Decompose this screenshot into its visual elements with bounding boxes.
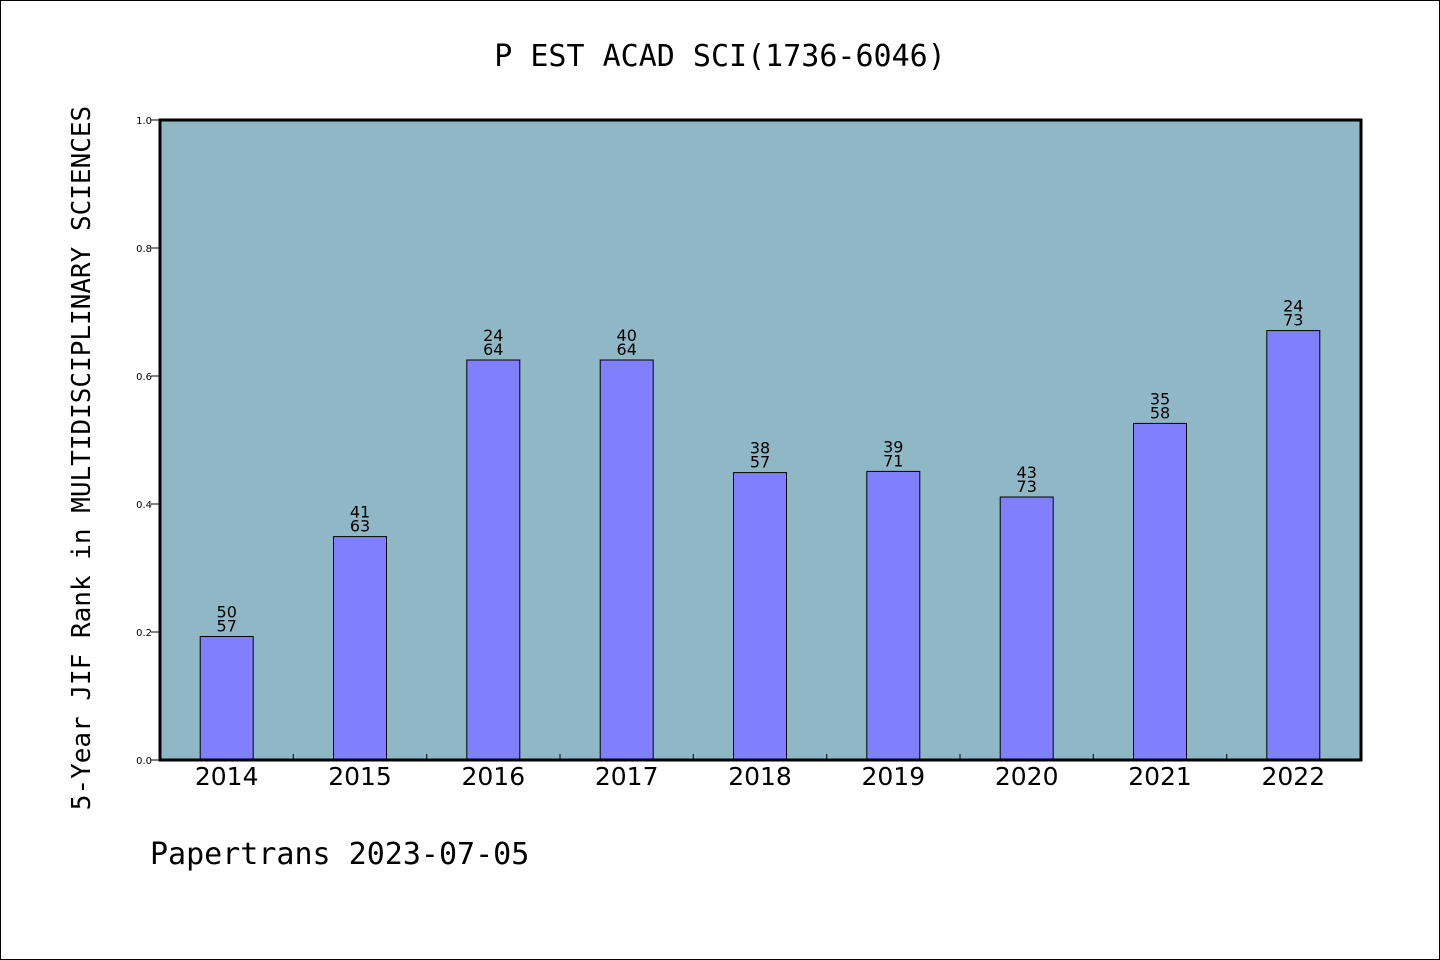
bar-label-bottom-2017: 64 (617, 340, 637, 359)
bar-label-bottom-2015: 63 (350, 517, 370, 536)
y-tick-label-0.8: 0.8 (136, 244, 152, 255)
bar-label-bottom-2021: 58 (1150, 403, 1170, 422)
bar-label-top-2020: 43 (1017, 463, 1037, 482)
bar-2014 (199, 636, 254, 761)
bar-label-bottom-2016: 64 (483, 340, 503, 359)
bar-label-bottom-2018: 57 (750, 453, 770, 472)
y-tick-label-0.2: 0.2 (136, 628, 152, 639)
bar-label-top-2015: 41 (350, 503, 370, 522)
bar-2018 (733, 472, 787, 761)
x-tick-label-2018: 2018 (728, 762, 792, 791)
bar-label-top-2022: 24 (1283, 297, 1303, 316)
bar-2022 (1266, 330, 1321, 761)
y-tick-label-0.6: 0.6 (136, 372, 152, 383)
x-tick-label-2019: 2019 (861, 762, 925, 791)
y-tick-label-1.0: 1.0 (136, 116, 152, 127)
x-tick-label-2016: 2016 (461, 762, 525, 791)
bar-2020 (999, 496, 1054, 761)
bar-label-top-2017: 40 (617, 326, 637, 345)
x-tick-label-2017: 2017 (595, 762, 659, 791)
bar-label-top-2016: 24 (483, 326, 503, 345)
bar-label-bottom-2014: 57 (217, 617, 237, 636)
footer-text: Papertrans 2023-07-05 (150, 837, 529, 872)
bar-2019 (866, 470, 921, 761)
x-tick-label-2015: 2015 (328, 762, 392, 791)
bar-2021 (1133, 422, 1187, 761)
bar-2015 (333, 536, 387, 761)
bar-2016 (466, 359, 521, 761)
y-tick-label-0.0: 0.0 (136, 756, 152, 767)
y-axis-label: 5-Year JIF Rank in MULTIDISCIPLINARY SCI… (67, 106, 97, 810)
x-tick-label-2020: 2020 (995, 762, 1059, 791)
plot-border (158, 118, 1363, 762)
bar-label-top-2014: 50 (217, 603, 237, 622)
x-tick-label-2021: 2021 (1128, 762, 1192, 791)
x-tick-label-2014: 2014 (195, 762, 259, 791)
bar-label-bottom-2022: 73 (1283, 311, 1303, 330)
bar-label-bottom-2019: 71 (883, 451, 903, 470)
bar-label-top-2018: 38 (750, 439, 770, 458)
bar-label-top-2019: 39 (883, 437, 903, 456)
y-tick-label-0.4: 0.4 (136, 500, 152, 511)
ticks-layer: 2014 2015 2016 2017 2018 2019 2020 2021 2022 0.0 0… (136, 116, 1325, 791)
bar-label-bottom-2020: 73 (1017, 477, 1037, 496)
bar-2017 (599, 359, 654, 761)
x-tick-label-2022: 2022 (1261, 762, 1325, 791)
bar-label-top-2021: 35 (1150, 389, 1170, 408)
chart-title: P EST ACAD SCI(1736-6046) (494, 39, 946, 74)
